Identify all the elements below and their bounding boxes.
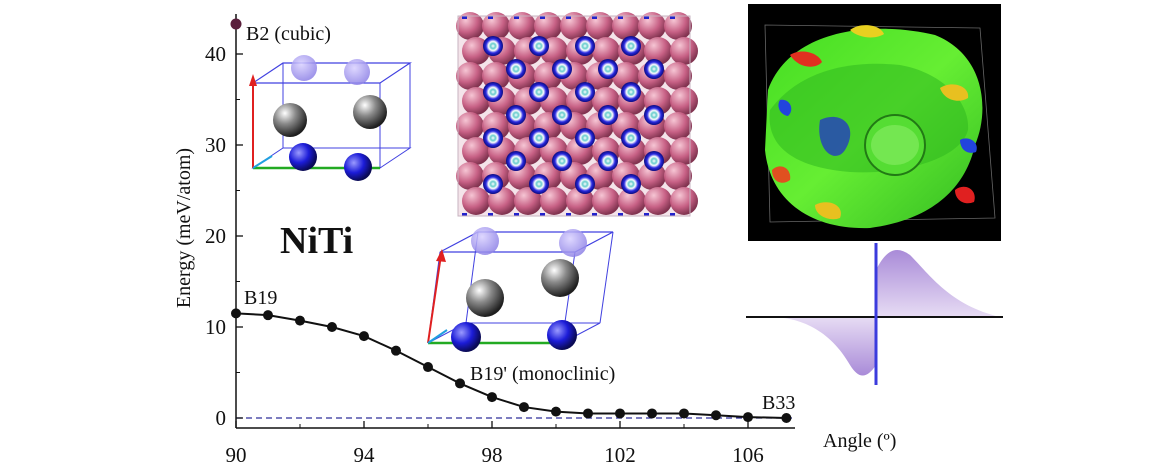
data-point — [391, 345, 401, 356]
chart-title-niti: NiTi — [280, 220, 353, 262]
atomic-block-inset — [456, 12, 698, 217]
data-point — [519, 402, 529, 413]
data-point — [679, 408, 689, 419]
fermi-surface-inset — [748, 4, 1001, 241]
x-tick-label: 102 — [604, 443, 636, 467]
data-point — [327, 322, 337, 332]
data-point — [781, 413, 792, 423]
data-point — [551, 406, 561, 417]
b19-label: B19 — [244, 287, 277, 309]
x-tick-label: 94 — [354, 443, 376, 467]
data-point — [295, 315, 305, 326]
energy-chart: 0 10 20 30 40 90 94 98 102 106 B2 (cubic) B19 B1… — [173, 14, 896, 467]
b2-data-point — [230, 18, 242, 30]
y-tick-label: 30 — [205, 133, 226, 157]
data-point — [711, 410, 721, 421]
y-axis-ticks: 0 10 20 30 40 — [205, 42, 243, 430]
data-point — [647, 408, 657, 419]
data-point — [743, 412, 753, 423]
b19prime-label: B19' (monoclinic) — [470, 363, 615, 385]
x-tick-label: 90 — [226, 443, 247, 467]
x-tick-label: 106 — [732, 443, 764, 467]
y-tick-label: 0 — [216, 406, 227, 430]
x-axis-ticks: 90 94 98 102 106 — [226, 421, 764, 467]
data-point — [487, 392, 497, 403]
y-tick-label: 10 — [205, 315, 226, 339]
b33-label: B33 — [762, 392, 795, 414]
data-point — [263, 310, 273, 321]
x-axis-label: Angle (º) — [823, 430, 896, 452]
wave-diagram-inset — [746, 243, 1003, 385]
data-point — [423, 362, 433, 373]
energy-series-line — [235, 312, 787, 419]
data-point — [359, 331, 369, 342]
y-axis-label: Energy (meV/atom) — [173, 148, 195, 308]
b19prime-monoclinic-cell-inset — [427, 227, 614, 352]
x-tick-label: 98 — [482, 443, 503, 467]
y-tick-label: 20 — [205, 224, 226, 248]
data-point — [455, 378, 465, 389]
data-point — [231, 308, 241, 319]
data-point — [583, 408, 593, 419]
energy-series-points — [231, 308, 792, 423]
y-tick-label: 40 — [205, 42, 226, 66]
data-point — [615, 408, 625, 419]
b2-cubic-label: B2 (cubic) — [246, 23, 331, 45]
b2-cubic-cell-inset — [249, 55, 412, 181]
